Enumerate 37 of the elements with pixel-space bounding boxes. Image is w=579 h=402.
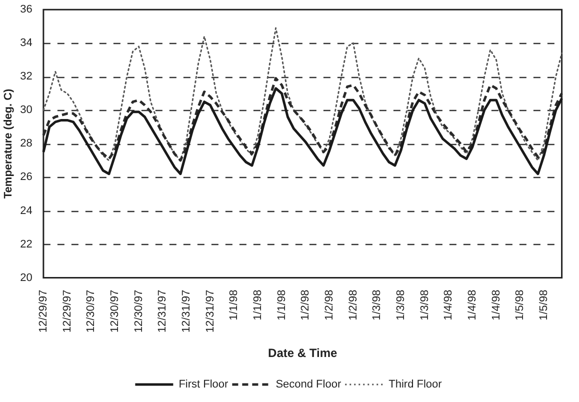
y-tick-label: 36	[20, 4, 32, 16]
x-axis-title: Date & Time	[268, 346, 338, 360]
y-tick-label: 30	[20, 104, 32, 116]
y-tick-label: 26	[20, 171, 32, 184]
x-tick-label: 12/31/97	[204, 290, 216, 333]
y-tick-label: 28	[20, 138, 32, 150]
y-tick-label: 22	[20, 238, 32, 250]
x-tick-label: 12/30/97	[108, 290, 121, 333]
x-tick-label: 1/4/98	[490, 290, 502, 320]
x-tick-label: 1/5/98	[514, 290, 526, 320]
x-tick-label: 1/1/98	[276, 290, 288, 320]
x-tick-label: 1/2/98	[300, 290, 312, 320]
x-tick-label: 12/31/97	[180, 290, 192, 333]
y-tick-label: 32	[20, 70, 32, 83]
legend-label: Third Floor	[388, 378, 442, 391]
x-tick-label: 1/2/98	[347, 290, 360, 320]
x-tick-label: 1/3/98	[418, 290, 431, 320]
x-tick-label: 1/1/98	[252, 290, 264, 320]
legend-label: First Floor	[178, 378, 229, 391]
x-tick-label: 12/30/97	[85, 290, 98, 333]
x-tick-label: 12/30/97	[132, 290, 145, 333]
legend-label: Second Floor	[276, 378, 342, 391]
x-tick-label: 1/5/98	[538, 290, 550, 320]
y-tick-label: 34	[20, 37, 32, 50]
x-tick-label: 1/3/98	[371, 290, 384, 320]
x-tick-label: 1/2/98	[323, 290, 336, 320]
y-tick-label: 24	[20, 204, 32, 217]
line-series	[42, 27, 563, 162]
x-tick-label: 12/29/97	[37, 290, 50, 333]
x-tick-label: 1/4/98	[466, 290, 478, 320]
y-axis-title: Temperature (deg. C)	[2, 88, 15, 199]
y-tick-label: 20	[20, 272, 32, 284]
x-tick-label: 12/31/97	[156, 290, 169, 333]
x-tick-label: 1/4/98	[442, 290, 455, 320]
x-tick-label: 12/29/97	[61, 290, 74, 333]
x-tick-label: 1/1/98	[228, 290, 240, 320]
x-tick-label: 1/3/98	[394, 290, 407, 320]
